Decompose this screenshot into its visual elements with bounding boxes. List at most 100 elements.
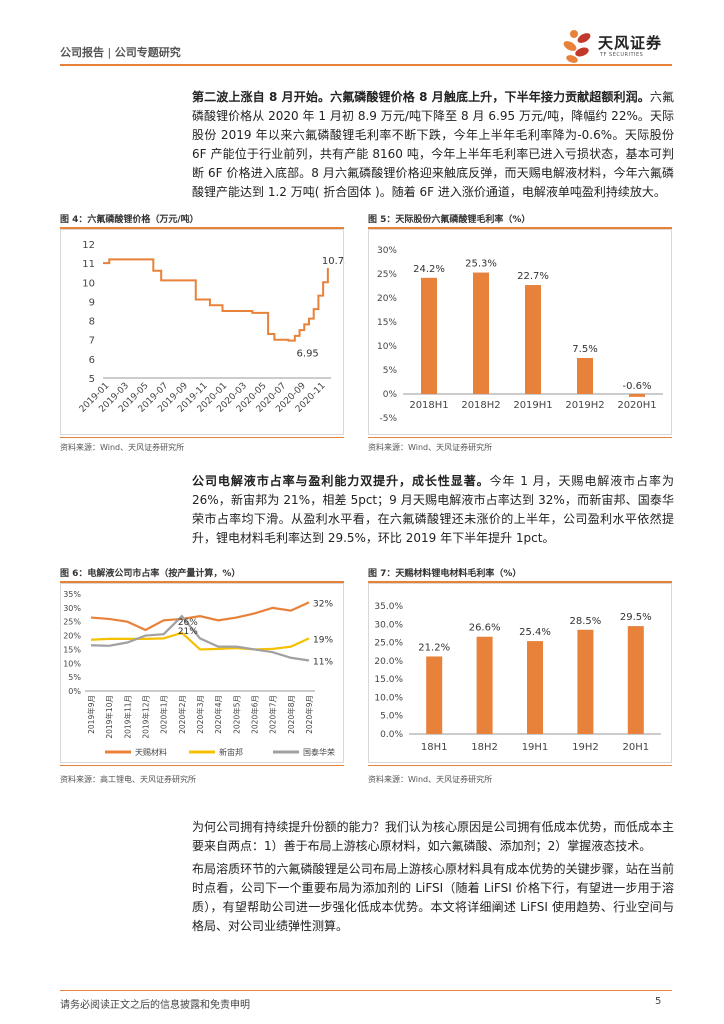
- figure-4-rule-bottom: [60, 437, 344, 438]
- paragraph-3: 为何公司拥有持续提升份额的能力？我们认为核心原因是公司拥有低成本优势，而低成本主…: [192, 820, 674, 853]
- bar: [525, 285, 541, 394]
- bar: [577, 358, 593, 394]
- y-tick-label: 10: [82, 278, 95, 289]
- legend-label: 新宙邦: [219, 747, 243, 757]
- header-separator: |: [107, 46, 112, 59]
- x-tick-label: 2020年8月: [286, 695, 296, 734]
- paragraph-1-lead: 第二波上涨自 8 月开始。六氟磷酸锂价格 8 月触底上升，下半年接力贡献超额利润…: [192, 90, 650, 104]
- paragraph-2: 公司电解液市占率与盈利能力双提升，成长性显著。今年 1 月，天赐电解液市占率为 …: [192, 472, 674, 548]
- page-number: 5: [655, 996, 662, 1007]
- legend-label: 天赐材料: [135, 747, 167, 757]
- x-tick-label: 2019年11月: [122, 695, 132, 739]
- x-tick-label: 2020年6月: [250, 695, 260, 734]
- figure-4-source: 资料来源：Wind、天风证券研究所: [60, 443, 185, 452]
- series-line: [90, 614, 310, 662]
- figure-7-rule-bottom: [368, 765, 672, 766]
- header-divider: [60, 64, 672, 66]
- footer-divider: [60, 990, 672, 991]
- series-line: [90, 601, 310, 632]
- x-tick-label: 2020年5月: [231, 695, 241, 734]
- y-tick-label: 9: [89, 297, 95, 308]
- x-tick-label: 2020年7月: [268, 695, 278, 734]
- x-tick-label: 2020H1: [617, 400, 656, 411]
- figure-7-chart: 35.0% 30.0% 25.0% 20.0% 15.0% 10.0% 5.0% 0.0% 21…: [368, 583, 672, 763]
- x-tick-label: 20H1: [622, 742, 649, 753]
- y-tick-label: 12: [82, 240, 95, 251]
- x-tick-label: 18H1: [421, 742, 448, 753]
- data-label: 32%: [313, 599, 333, 609]
- figure-7-svg: 35.0% 30.0% 25.0% 20.0% 15.0% 10.0% 5.0% 0.0% 21…: [374, 602, 661, 753]
- y-tick-label: 15.0%: [374, 675, 403, 685]
- data-label: 10.75: [322, 256, 345, 267]
- x-tick-label: 19H2: [572, 742, 599, 753]
- data-label: 11%: [313, 658, 333, 668]
- bar-value-label: 24.2%: [413, 264, 445, 275]
- bar: [421, 277, 437, 394]
- y-tick-label: 30%: [377, 246, 397, 256]
- paragraph-1: 第二波上涨自 8 月开始。六氟磷酸锂价格 8 月触底上升，下半年接力贡献超额利润…: [192, 88, 674, 202]
- x-tick-label: 2019年12月: [141, 695, 151, 739]
- bar: [577, 629, 594, 734]
- data-label: 26%: [178, 618, 198, 628]
- x-tick-label: 2020年2月: [177, 695, 187, 734]
- figure-7-title: 图 7：天赐材料锂电材料毛利率（%）: [368, 569, 522, 579]
- page-header: 公司报告 | 公司专题研究 天风证券 TF SECURITIES: [60, 30, 672, 64]
- bar-value-label: 25.3%: [465, 259, 497, 270]
- figure-4-chart: 5 6 7 8 9 10 11 12 2019-01 2019-03 2019-05 2019-07 2…: [60, 229, 351, 435]
- y-tick-label: 25%: [63, 618, 81, 627]
- y-tick-label: -5%: [379, 414, 397, 424]
- bar-value-label: 7.5%: [572, 344, 597, 355]
- y-tick-label: 10%: [377, 342, 397, 352]
- y-tick-label: 15%: [63, 645, 81, 654]
- data-label: 19%: [313, 635, 333, 645]
- logo-icon: [563, 30, 591, 63]
- y-tick-label: 10.0%: [374, 693, 403, 703]
- bar: [476, 636, 493, 734]
- y-tick-label: 30%: [63, 604, 81, 613]
- figure-6-rule-bottom: [60, 765, 344, 766]
- figure-7-source: 资料来源：Wind、天风证券研究所: [368, 775, 493, 784]
- bar-value-label: 21.2%: [418, 642, 450, 653]
- x-tick-label: 2020年4月: [213, 695, 223, 734]
- bar-value-label: 25.4%: [519, 627, 551, 638]
- company-logo: 天风证券 TF SECURITIES: [562, 28, 672, 68]
- y-tick-label: 20%: [377, 294, 397, 304]
- figure-6-svg: 35% 30% 25% 20% 15% 10% 5% 0% 2019年9月 2019年10月 201…: [63, 590, 335, 757]
- figure-5-rule-bottom: [368, 437, 672, 438]
- figure-4-title: 图 4：六氟磷酸锂价格（万元/吨）: [60, 215, 199, 225]
- figure-7-rule: [368, 581, 672, 583]
- x-tick-label: 18H2: [471, 742, 498, 753]
- y-tick-label: 5%: [68, 673, 81, 682]
- paragraph-2-body: 今年 1 月，天赐电解液市占率为 26%，新宙邦为 21%，相差 5pct；9 …: [192, 474, 674, 545]
- figure-5-svg: 30% 25% 20% 15% 10% 5% 0% -5% 24.2% 2018H1 25.3% 20…: [377, 246, 663, 424]
- footer-disclaimer: 请务必阅读正文之后的信息披露和免责申明: [60, 1000, 250, 1011]
- logo-subtext: TF SECURITIES: [600, 52, 644, 58]
- report-category: 公司报告 | 公司专题研究: [60, 44, 181, 60]
- figure-4-svg: 567891011122019-012019-032019-052019-072…: [78, 240, 351, 415]
- y-tick-label: 5%: [383, 366, 398, 376]
- x-tick-label: 2019H2: [565, 400, 604, 411]
- bar: [527, 641, 543, 734]
- x-tick-label: 19H1: [522, 742, 549, 753]
- figure-4-rule: [60, 227, 344, 229]
- paragraph-2-lead: 公司电解液市占率与盈利能力双提升，成长性显著。: [192, 474, 490, 488]
- bar-value-label: 28.5%: [570, 616, 602, 627]
- bar: [473, 272, 489, 394]
- bar: [627, 626, 644, 734]
- price-line: [103, 258, 329, 342]
- figure-6-title: 图 6：电解液公司市占率（按产量计算，%）: [60, 569, 241, 579]
- bar-value-label: 26.6%: [469, 623, 501, 634]
- y-tick-label: 20.0%: [374, 657, 403, 667]
- bar-value-label: 22.7%: [517, 271, 549, 282]
- report-type: 公司报告: [60, 46, 104, 59]
- figure-6-chart: 35% 30% 25% 20% 15% 10% 5% 0% 2019年9月 2019年10月 201…: [60, 583, 344, 763]
- data-label: 6.95: [297, 349, 319, 360]
- y-tick-label: 25.0%: [374, 639, 403, 649]
- y-tick-label: 5: [89, 374, 95, 385]
- y-tick-label: 8: [89, 317, 95, 328]
- y-tick-label: 0%: [68, 687, 81, 696]
- x-tick-label: 2020年3月: [195, 695, 205, 734]
- bar-value-label: -0.6%: [622, 381, 651, 392]
- y-tick-label: 11: [82, 259, 95, 270]
- y-tick-label: 7: [89, 336, 95, 347]
